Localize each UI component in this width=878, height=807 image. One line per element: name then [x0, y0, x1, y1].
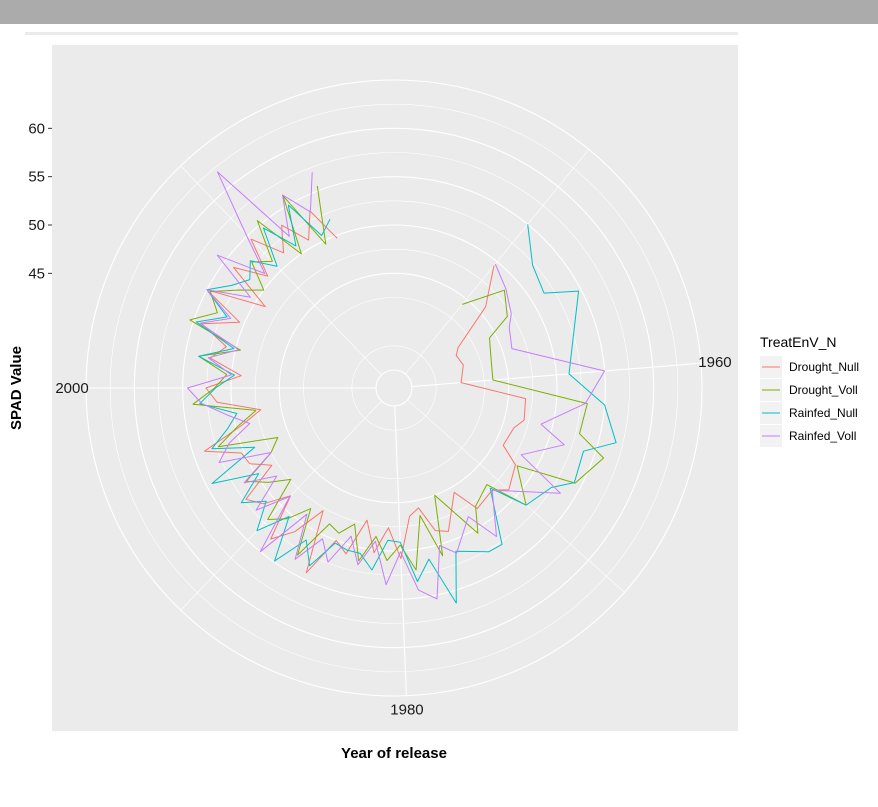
- legend-title: TreatEnV_N: [760, 334, 837, 350]
- theta-tick-label-2000: 2000: [55, 380, 88, 397]
- y-axis-title: SPAD Value: [8, 346, 25, 430]
- top-divider: [25, 32, 738, 35]
- series-line-rainfed-voll: [187, 171, 606, 600]
- series-line-drought-voll: [189, 185, 605, 571]
- legend-label-2: Rainfed_Null: [789, 406, 858, 420]
- theta-tick-label-1980: 1980: [390, 702, 423, 719]
- legend-label-1: Drought_Voll: [789, 383, 858, 397]
- r-tick-label-50: 50: [28, 217, 45, 234]
- grid-spoke-1960: [411, 362, 702, 388]
- grid-spoke-minor: [180, 400, 382, 611]
- r-tick-label-45: 45: [28, 265, 45, 282]
- series-layer: [187, 171, 617, 604]
- x-axis-title: Year of release: [341, 745, 447, 762]
- theta-tick-label-1960: 1960: [698, 354, 731, 371]
- legend-label-0: Drought_Null: [789, 360, 859, 374]
- polar-grid: [85, 79, 703, 697]
- r-tick-labels: 45 50 55 60: [28, 120, 52, 282]
- r-tick-label-60: 60: [28, 120, 45, 137]
- grid-spoke-minor: [407, 399, 625, 593]
- grid-spoke-minor: [405, 149, 590, 375]
- r-tick-label-55: 55: [28, 169, 45, 186]
- grid-spoke-minor: [180, 165, 382, 376]
- grid-spoke-1980: [394, 405, 407, 696]
- window-title-bar: [0, 0, 878, 24]
- theta-tick-labels: 1960 1980 2000: [55, 354, 731, 719]
- legend-label-3: Rainfed_Voll: [789, 429, 856, 443]
- legend: TreatEnV_N Drought_Null Drought_Voll Rainf…: [760, 334, 859, 447]
